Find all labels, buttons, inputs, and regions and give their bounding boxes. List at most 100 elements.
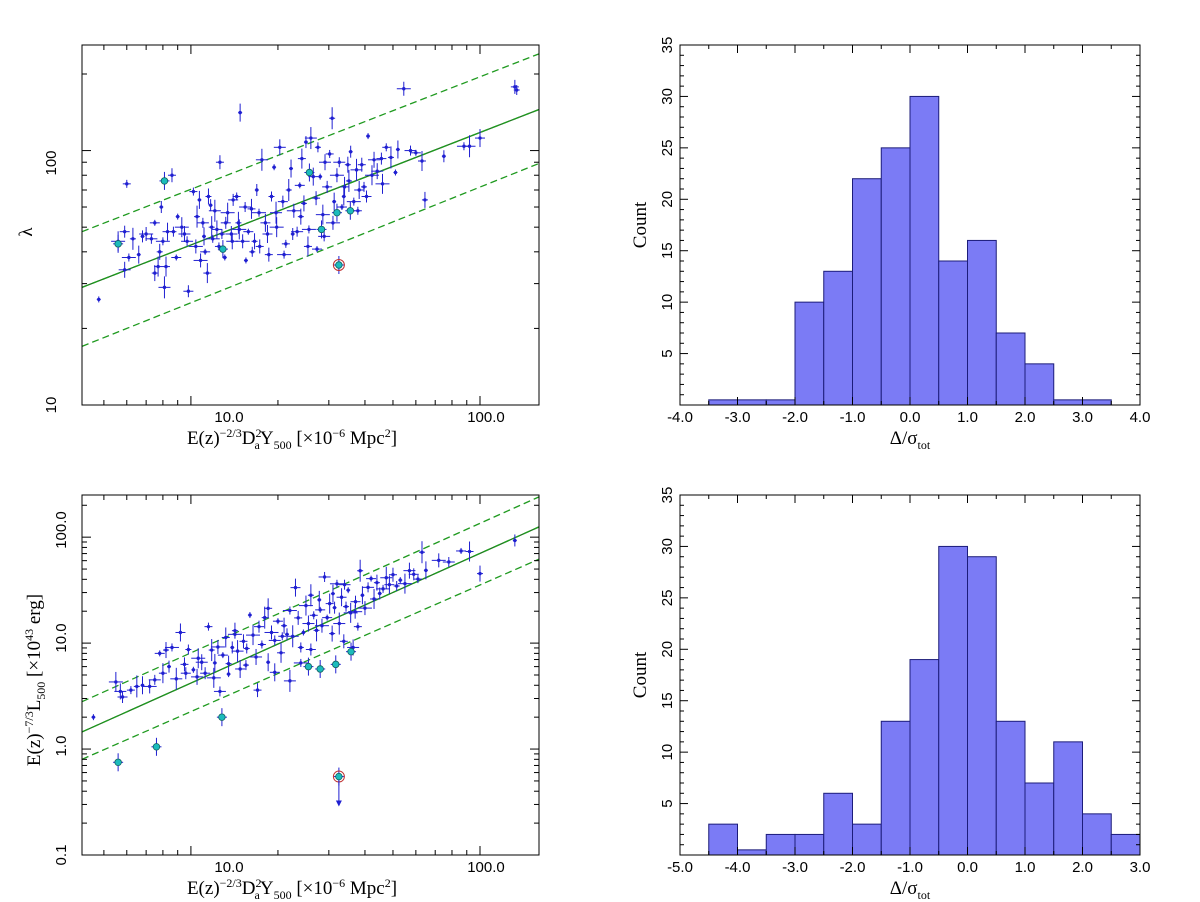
point-marker xyxy=(412,572,416,577)
point-marker xyxy=(196,656,200,660)
point-marker xyxy=(167,664,171,669)
point-marker xyxy=(292,209,296,213)
data-point xyxy=(344,156,351,173)
point-marker xyxy=(252,239,257,243)
data-point xyxy=(220,202,235,223)
data-point xyxy=(354,180,365,199)
point-marker xyxy=(284,242,288,246)
data-point xyxy=(322,180,333,193)
data-point xyxy=(510,79,519,94)
x-axis-label: Δ/σtot xyxy=(890,878,931,902)
highlighted-point xyxy=(304,163,315,182)
data-point xyxy=(456,547,467,554)
y-tick-label: 20 xyxy=(659,191,676,208)
point-marker xyxy=(281,199,285,204)
fit-lines xyxy=(81,496,540,760)
data-point xyxy=(353,622,362,631)
data-point xyxy=(329,168,344,183)
point-marker xyxy=(305,168,314,177)
point-marker xyxy=(202,234,206,239)
data-point xyxy=(332,192,337,211)
point-marker xyxy=(282,252,286,257)
point-marker xyxy=(375,169,379,173)
point-marker xyxy=(437,558,441,563)
data-point xyxy=(307,584,314,607)
histogram-bar xyxy=(967,239,997,406)
point-marker xyxy=(266,606,270,611)
point-marker xyxy=(314,196,318,200)
data-point xyxy=(119,225,130,238)
point-marker xyxy=(263,221,268,225)
data-point xyxy=(133,675,140,698)
data-point xyxy=(370,588,379,609)
point-marker xyxy=(131,237,135,241)
data-point xyxy=(211,220,222,239)
point-marker xyxy=(251,633,255,637)
data-point xyxy=(264,247,273,262)
data-point xyxy=(222,254,227,261)
data-point xyxy=(206,667,221,688)
highlighted-point xyxy=(330,655,341,674)
point-marker xyxy=(258,244,262,249)
point-marker xyxy=(195,214,199,219)
point-marker xyxy=(379,156,384,161)
data-point xyxy=(286,625,299,648)
point-marker xyxy=(307,227,311,232)
data-point xyxy=(215,155,224,170)
point-marker xyxy=(288,679,292,683)
data-point xyxy=(357,601,372,616)
histogram-bar xyxy=(995,720,1026,856)
highlighted-point xyxy=(346,642,357,661)
data-point xyxy=(91,714,96,721)
point-marker xyxy=(216,645,220,649)
data-point xyxy=(158,276,171,299)
data-point xyxy=(218,229,225,240)
point-marker xyxy=(206,624,211,629)
x-tick-label: -2.0 xyxy=(840,859,866,876)
data-point xyxy=(278,632,287,641)
x-tick-label: -1.0 xyxy=(897,859,923,876)
point-marker xyxy=(159,205,164,209)
point-marker xyxy=(337,621,341,626)
data-point xyxy=(253,683,262,698)
axis-ticks xyxy=(82,45,539,406)
data-point xyxy=(175,213,180,220)
data-point xyxy=(171,254,182,261)
data-point xyxy=(333,157,346,168)
point-marker xyxy=(91,715,96,719)
x-tick-label: -5.0 xyxy=(667,859,693,876)
data-points xyxy=(91,534,517,807)
data-point xyxy=(343,601,350,612)
data-point xyxy=(253,620,264,633)
point-marker xyxy=(447,560,451,564)
data-point xyxy=(393,169,398,176)
data-point xyxy=(249,246,256,257)
point-marker xyxy=(282,623,286,628)
point-marker xyxy=(191,189,196,194)
point-marker xyxy=(174,255,178,260)
data-point xyxy=(232,219,247,240)
y-tick-label: 30 xyxy=(659,88,676,105)
histogram-bar xyxy=(737,849,767,856)
scatter-band-lower xyxy=(81,162,540,347)
data-point xyxy=(315,204,330,225)
data-point xyxy=(329,579,344,588)
point-marker xyxy=(327,152,332,156)
data-point xyxy=(159,201,164,214)
point-marker xyxy=(257,210,261,215)
point-marker xyxy=(333,208,341,217)
point-marker xyxy=(375,580,379,585)
histogram-bar xyxy=(765,399,796,406)
data-point xyxy=(208,199,213,212)
histogram-bar xyxy=(909,659,940,856)
histogram-lambda-panel: -4.0 -3.0 -2.0 -1.0 0.0 1.0 2.0 3.0 4.0 5 10 15 20 25… xyxy=(630,37,1150,452)
x-tick-label: 10.0 xyxy=(214,409,243,426)
data-point xyxy=(350,158,363,181)
data-point xyxy=(297,208,304,225)
point-marker xyxy=(241,639,246,644)
data-point xyxy=(395,140,400,159)
point-marker xyxy=(125,182,129,186)
point-marker xyxy=(344,604,348,609)
point-marker xyxy=(238,667,242,671)
point-marker xyxy=(244,258,248,263)
